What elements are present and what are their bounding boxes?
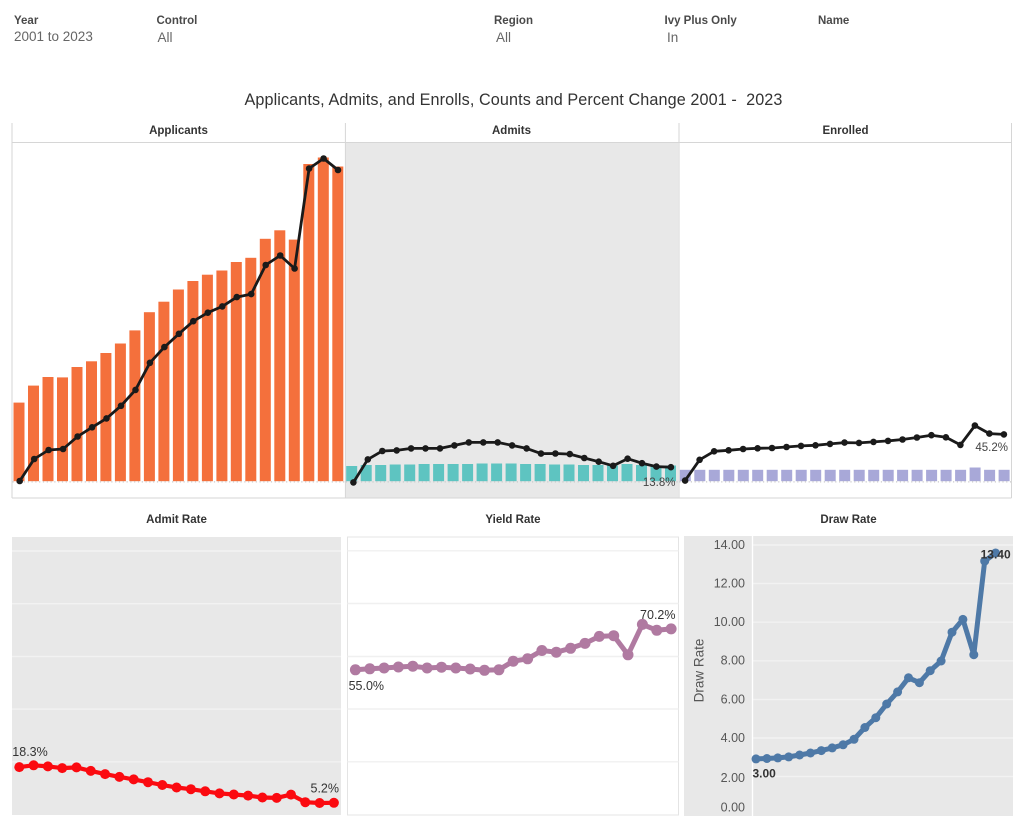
svg-text:12.00: 12.00	[714, 577, 745, 591]
svg-text:8.00: 8.00	[721, 654, 745, 668]
svg-text:55.0%: 55.0%	[349, 679, 384, 693]
svg-text:18.3%: 18.3%	[12, 745, 47, 759]
svg-text:4.00: 4.00	[721, 731, 745, 745]
svg-text:13.8%: 13.8%	[643, 477, 676, 489]
svg-text:5.2%: 5.2%	[311, 782, 340, 796]
svg-text:0.00: 0.00	[721, 801, 745, 815]
svg-text:13.40: 13.40	[981, 548, 1011, 562]
svg-text:10.00: 10.00	[714, 615, 745, 629]
svg-text:6.00: 6.00	[721, 693, 745, 707]
svg-text:70.2%: 70.2%	[640, 608, 675, 622]
svg-text:14.00: 14.00	[714, 538, 745, 552]
svg-text:3.00: 3.00	[753, 767, 777, 781]
svg-text:2.00: 2.00	[721, 771, 745, 785]
svg-text:45.2%: 45.2%	[975, 442, 1008, 454]
svg-text:Draw Rate: Draw Rate	[692, 639, 707, 703]
